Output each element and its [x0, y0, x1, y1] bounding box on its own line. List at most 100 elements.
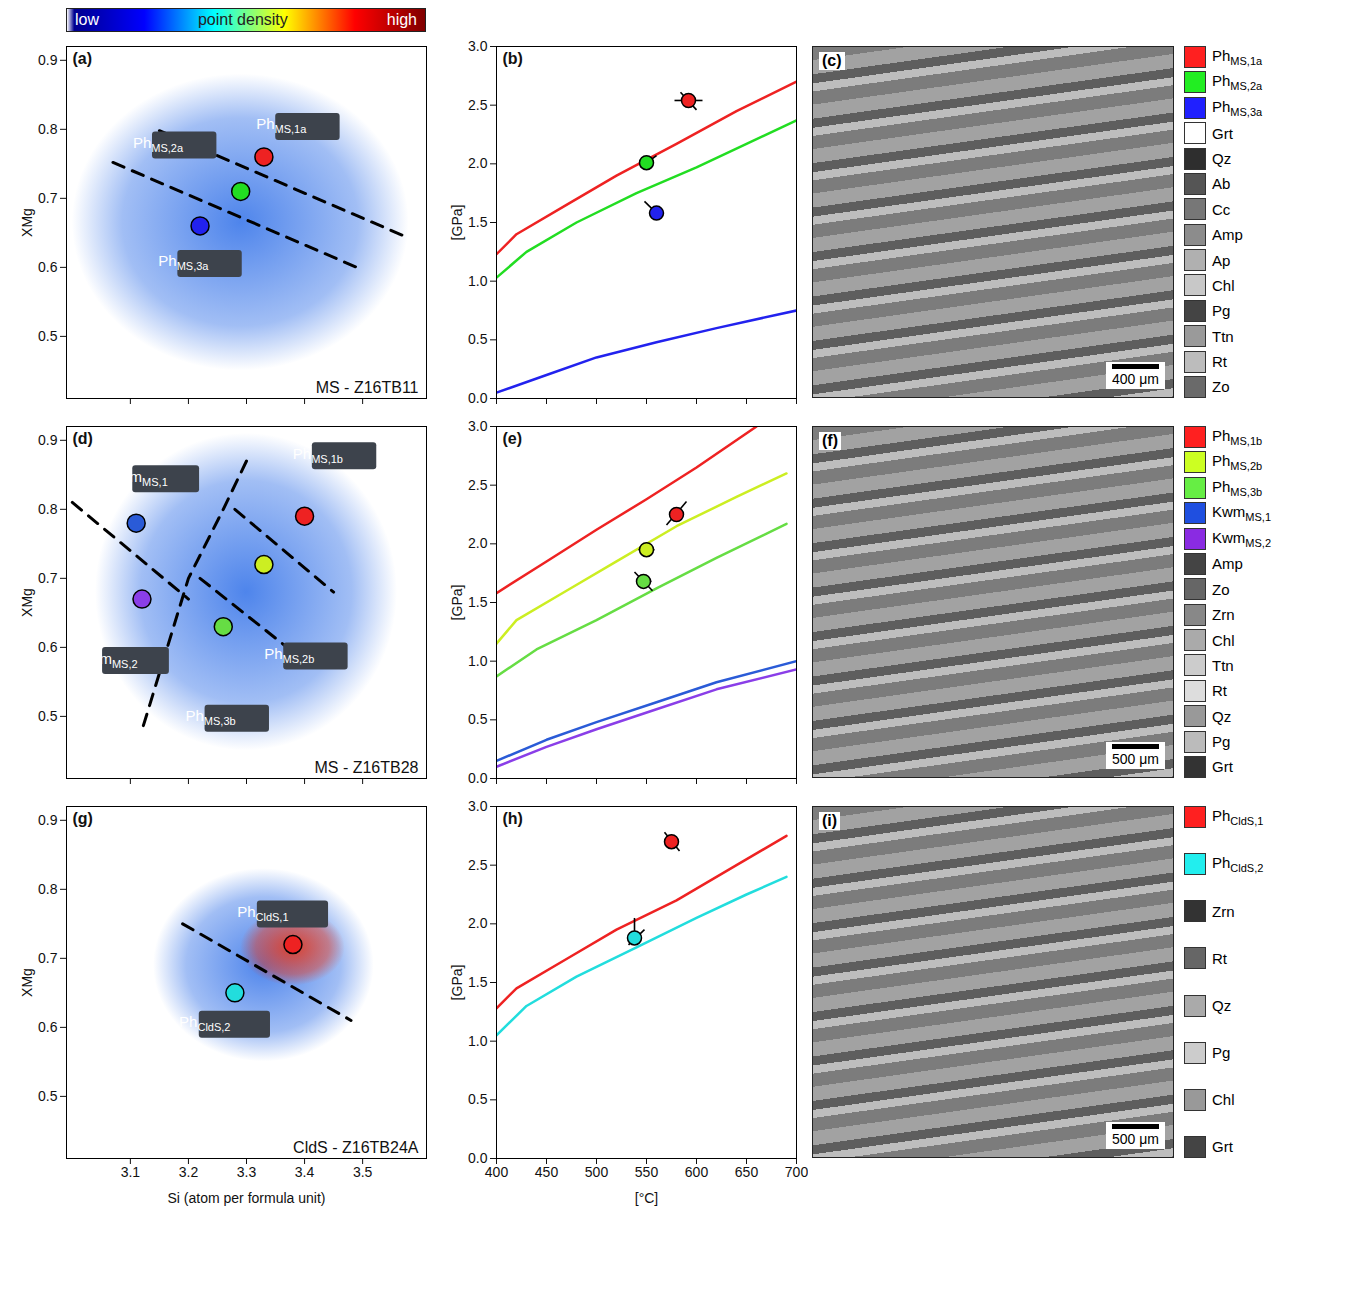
- svg-text:0.8: 0.8: [38, 121, 58, 137]
- svg-text:0.5: 0.5: [38, 328, 58, 344]
- svg-text:1.0: 1.0: [468, 653, 488, 669]
- svg-text:XMg: XMg: [19, 208, 35, 237]
- html-text:Zrn: Zrn: [1212, 606, 1235, 624]
- svg-text:[°C]: [°C]: [635, 1190, 659, 1206]
- html-text:PhMS,3a: PhMS,3a: [1212, 97, 1263, 118]
- svg-text:0.9: 0.9: [38, 432, 58, 448]
- svg-text:MS - Z16TB11: MS - Z16TB11: [316, 379, 419, 396]
- html-text:KwmMS,2: KwmMS,2: [1212, 528, 1271, 549]
- html-text:Chl: Chl: [1212, 631, 1235, 649]
- html-text:PhMS,2a: PhMS,2a: [1212, 72, 1263, 93]
- html-text:PhCldS,1: PhCldS,1: [1212, 807, 1264, 827]
- svg-text:0.6: 0.6: [38, 1019, 58, 1035]
- svg-text:0.0: 0.0: [468, 390, 488, 406]
- html-text:Grt: Grt: [1212, 758, 1233, 776]
- svg-text:0.7: 0.7: [38, 950, 58, 966]
- svg-text:0.8: 0.8: [38, 501, 58, 517]
- svg-text:CldS - Z16TB24A: CldS - Z16TB24A: [293, 1139, 419, 1156]
- html-text:Amp: Amp: [1212, 555, 1243, 573]
- svg-text:3.0: 3.0: [468, 418, 488, 434]
- svg-text:(b): (b): [503, 50, 523, 67]
- svg-text:700: 700: [785, 1164, 808, 1180]
- svg-text:0.8: 0.8: [38, 881, 58, 897]
- svg-text:0.6: 0.6: [38, 259, 58, 275]
- html-text:Grt: Grt: [1212, 124, 1233, 142]
- svg-text:[GPa]: [GPa]: [449, 205, 465, 241]
- svg-text:2.5: 2.5: [468, 857, 488, 873]
- svg-text:2.5: 2.5: [468, 477, 488, 493]
- svg-text:KwmMS,2: KwmMS,2: [79, 650, 138, 670]
- svg-text:2.0: 2.0: [468, 155, 488, 171]
- svg-text:PhMS,2b: PhMS,2b: [264, 645, 314, 665]
- html-text:Amp: Amp: [1212, 226, 1243, 244]
- svg-text:3.1: 3.1: [121, 1164, 141, 1180]
- html-text:Zo: Zo: [1212, 378, 1230, 396]
- html-text:PhCldS,2: PhCldS,2: [1212, 854, 1264, 875]
- svg-text:Si (atom per formula unit): Si (atom per formula unit): [168, 1190, 326, 1206]
- svg-text:600: 600: [685, 1164, 709, 1180]
- svg-text:1.5: 1.5: [468, 974, 488, 990]
- html-text:PhMS,1a: PhMS,1a: [1212, 47, 1263, 67]
- html-text:PhMS,3b: PhMS,3b: [1212, 477, 1263, 498]
- svg-text:500: 500: [585, 1164, 609, 1180]
- svg-text:1.5: 1.5: [468, 214, 488, 230]
- svg-text:0.0: 0.0: [468, 770, 488, 786]
- html-text:KwmMS,1: KwmMS,1: [1212, 503, 1271, 524]
- svg-text:PhMS,1a: PhMS,1a: [256, 115, 307, 135]
- svg-text:3.2: 3.2: [179, 1164, 199, 1180]
- svg-text:0.5: 0.5: [468, 711, 488, 727]
- svg-text:KwmMS,1: KwmMS,1: [109, 468, 168, 488]
- svg-text:650: 650: [735, 1164, 759, 1180]
- html-text:PhMS,1b: PhMS,1b: [1212, 427, 1263, 447]
- svg-text:0.5: 0.5: [38, 708, 58, 724]
- html-text:Ab: Ab: [1212, 175, 1231, 193]
- svg-text:1.0: 1.0: [468, 273, 488, 289]
- svg-text:[GPa]: [GPa]: [449, 965, 465, 1001]
- svg-text:0.5: 0.5: [38, 1088, 58, 1104]
- svg-text:MS - Z16TB28: MS - Z16TB28: [314, 759, 418, 776]
- svg-text:450: 450: [535, 1164, 559, 1180]
- svg-text:(e): (e): [503, 430, 523, 447]
- html-text:Qz: Qz: [1212, 707, 1232, 725]
- svg-text:0.5: 0.5: [468, 331, 488, 347]
- svg-text:3.3: 3.3: [237, 1164, 257, 1180]
- svg-text:PhCldS,1: PhCldS,1: [237, 903, 288, 923]
- html-text:Cc: Cc: [1212, 200, 1231, 218]
- html-text:Zo: Zo: [1212, 580, 1230, 598]
- svg-text:0.9: 0.9: [38, 52, 58, 68]
- svg-text:(a): (a): [73, 50, 93, 67]
- svg-text:[GPa]: [GPa]: [449, 585, 465, 621]
- html-text:Ttn: Ttn: [1212, 656, 1234, 674]
- svg-text:PhMS,3b: PhMS,3b: [185, 707, 235, 727]
- html-text:Pg: Pg: [1212, 302, 1231, 320]
- svg-text:2.0: 2.0: [468, 535, 488, 551]
- svg-text:2.0: 2.0: [468, 915, 488, 931]
- svg-text:0.5: 0.5: [468, 1091, 488, 1107]
- html-text:PhMS,2b: PhMS,2b: [1212, 452, 1263, 473]
- svg-text:1.0: 1.0: [468, 1033, 488, 1049]
- svg-text:3.5: 3.5: [353, 1164, 373, 1180]
- html-text:Chl: Chl: [1212, 276, 1235, 294]
- svg-text:PhMS,3a: PhMS,3a: [158, 252, 209, 272]
- svg-text:0.7: 0.7: [38, 190, 58, 206]
- svg-text:XMg: XMg: [19, 968, 35, 997]
- svg-text:(g): (g): [73, 810, 93, 827]
- svg-text:3.0: 3.0: [468, 798, 488, 814]
- svg-text:PhMS,1b: PhMS,1b: [293, 445, 343, 465]
- svg-text:PhMS,2a: PhMS,2a: [133, 134, 184, 154]
- svg-text:3.4: 3.4: [295, 1164, 315, 1180]
- svg-text:400: 400: [485, 1164, 509, 1180]
- svg-text:PhCldS,2: PhCldS,2: [179, 1013, 230, 1033]
- svg-text:2.5: 2.5: [468, 97, 488, 113]
- svg-text:0.7: 0.7: [38, 570, 58, 586]
- svg-text:3.0: 3.0: [468, 38, 488, 54]
- svg-text:XMg: XMg: [19, 588, 35, 617]
- svg-text:0.9: 0.9: [38, 812, 58, 828]
- svg-text:0.6: 0.6: [38, 639, 58, 655]
- svg-text:550: 550: [635, 1164, 659, 1180]
- html-text:Ttn: Ttn: [1212, 327, 1234, 345]
- svg-text:1.5: 1.5: [468, 594, 488, 610]
- svg-text:(d): (d): [73, 430, 93, 447]
- svg-text:(h): (h): [503, 810, 523, 827]
- html-text:Ap: Ap: [1212, 251, 1231, 269]
